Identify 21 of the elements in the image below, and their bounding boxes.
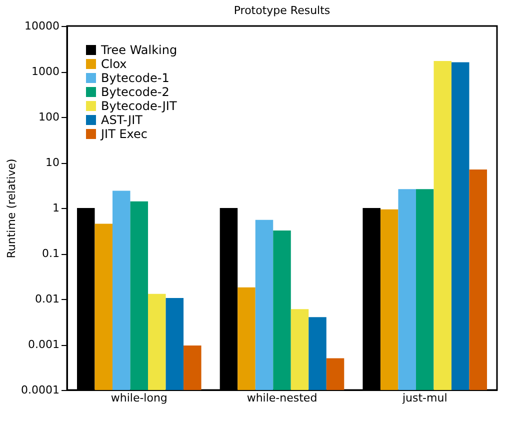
- legend-label: Bytecode-2: [101, 85, 170, 99]
- legend-label: AST-JIT: [101, 113, 144, 127]
- legend-label: Bytecode-JIT: [101, 99, 178, 113]
- y-tick-label: 1000: [32, 65, 60, 78]
- legend-label: Tree Walking: [100, 43, 178, 57]
- y-tick-label: 0.001: [28, 338, 60, 351]
- y-tick-label: 0.1: [42, 247, 60, 260]
- legend-label: Bytecode-1: [101, 71, 170, 85]
- y-tick-label: 1: [52, 202, 60, 214]
- y-tick-label: 10: [46, 156, 60, 169]
- y-axis-title: Runtime (relative): [5, 158, 18, 258]
- chart-title: Prototype Results: [234, 4, 330, 17]
- y-tick-label: 0.0001: [21, 384, 60, 396]
- y-tick-label: 10000: [24, 20, 60, 32]
- x-tick-label: while-nested: [246, 392, 318, 404]
- x-tick-label: just-mul: [401, 392, 448, 404]
- x-tick-label: while-long: [110, 392, 168, 404]
- y-tick-label: 0.01: [35, 292, 60, 306]
- y-tick-label: 100: [38, 110, 60, 124]
- legend-label: JIT Exec: [100, 127, 148, 141]
- legend-label: Clox: [101, 57, 127, 71]
